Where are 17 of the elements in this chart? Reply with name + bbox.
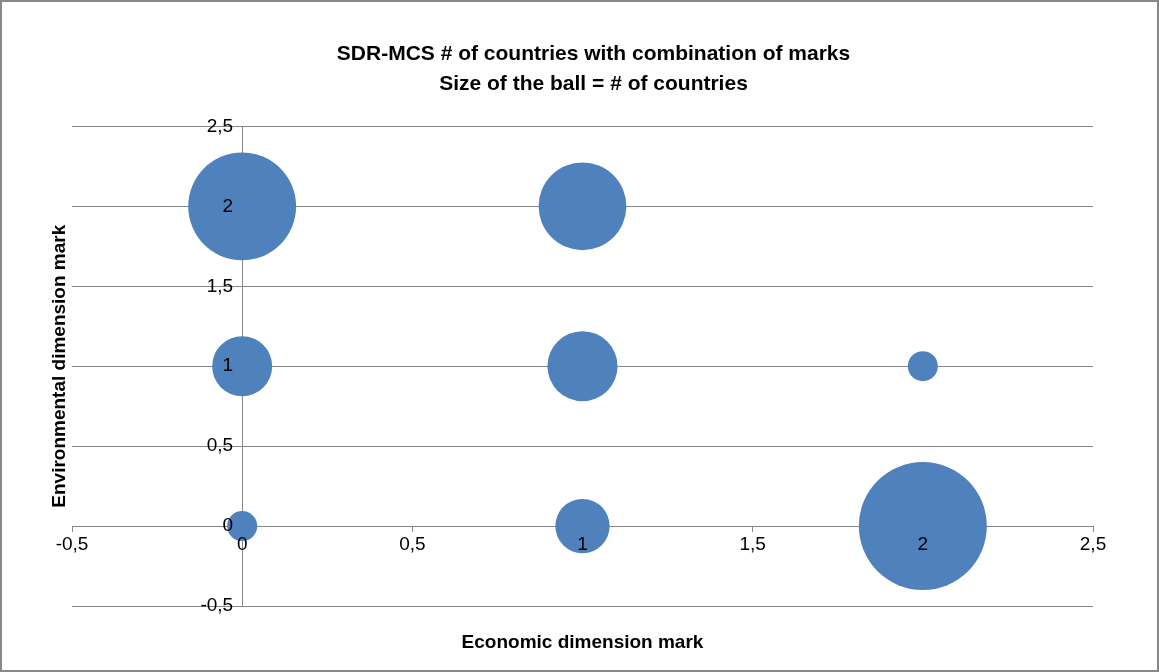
y-tick-label: 2 <box>222 194 234 216</box>
y-tick-label: 1,5 <box>206 274 234 296</box>
x-tick-label: 0,5 <box>399 532 426 554</box>
x-tick-label: 2 <box>917 532 929 554</box>
y-axis-title: Environmental dimension mark <box>48 224 70 508</box>
y-tick-label: 2,5 <box>206 114 234 136</box>
x-tick-label: -0,5 <box>55 532 89 554</box>
x-tick-label: 1 <box>577 532 588 554</box>
x-tick-label: 2,5 <box>1079 532 1107 554</box>
chart-subtitle: Size of the ball = # of countries <box>439 70 748 94</box>
y-tick-label: -0,5 <box>200 594 234 616</box>
chart-title: SDR-MCS # of countries with combination of marks <box>336 41 851 65</box>
x-axis-title: Economic dimension mark <box>461 630 704 652</box>
y-tick-label: 1 <box>222 354 234 376</box>
x-tick-label: 1,5 <box>739 532 766 554</box>
y-tick-label: 0 <box>222 514 234 536</box>
y-tick-label: 0,5 <box>206 434 234 456</box>
